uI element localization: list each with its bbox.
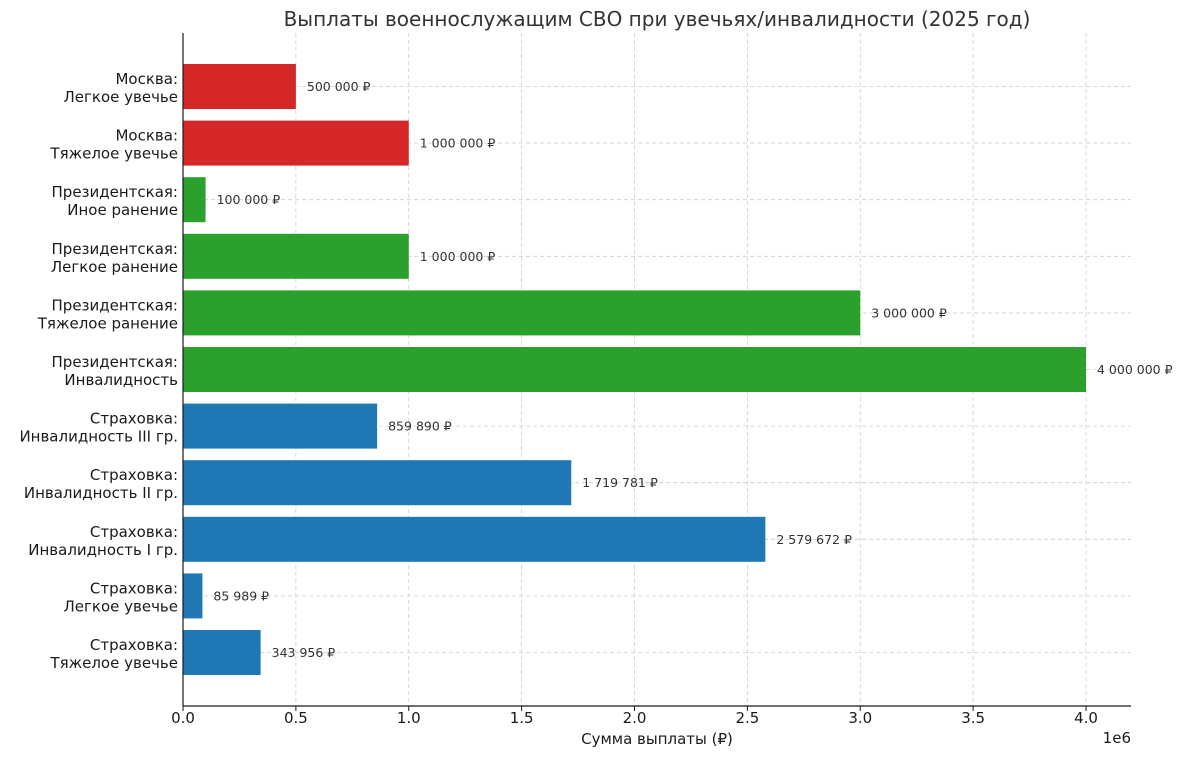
y-category-label-line2: Легкое увечье [64,88,179,106]
bar-value-label: 100 000 ₽ [217,192,281,207]
x-tick-label: 1.5 [510,709,534,727]
bar [183,347,1086,392]
bar [183,573,203,619]
x-tick-label: 1.0 [397,709,421,727]
y-category-label-line1: Президентская: [52,240,178,258]
bar [183,630,261,675]
y-category-label-line2: Инвалидность I гр. [28,541,178,559]
y-category-label-line2: Легкое ранение [51,258,178,276]
value-labels: 500 000 ₽ 1 000 000 ₽ 100 000 ₽ 1 000 000 ₽… [213,79,1172,660]
bar-value-label: 1 719 781 ₽ [582,475,658,490]
bar-value-label: 3 000 000 ₽ [871,305,947,320]
chart-title: Выплаты военнослужащим СВО при увечьях/и… [284,7,1031,31]
bar [183,120,409,166]
x-tick-label: 3.0 [848,709,872,727]
x-axis-ticks: 0.0 0.5 1.0 1.5 2.0 2.5 3.0 3.5 4.0 [171,706,1098,727]
bar-value-label: 343 956 ₽ [272,645,336,660]
y-category-label-line1: Президентская: [52,296,178,314]
y-category-label-line1: Страховка: [90,466,178,484]
bar-value-label: 859 890 ₽ [388,419,452,434]
y-category-label-line2: Инвалидность [64,371,178,389]
y-category-label-line1: Страховка: [90,410,178,428]
x-axis-label: Сумма выплаты (₽) [581,730,733,748]
bars [183,64,1086,675]
y-category-label-line1: Москва: [115,70,178,88]
bar-value-label: 1 000 000 ₽ [420,136,496,151]
bar-value-label: 500 000 ₽ [307,79,371,94]
y-category-label-line2: Тяжелое увечье [49,145,178,163]
x-axis-offset-text: 1e6 [1103,729,1131,747]
x-tick-label: 0.5 [284,709,308,727]
y-category-label-line2: Иное ранение [67,201,178,219]
y-category-label-line2: Тяжелое увечье [49,654,178,672]
bar-value-label: 2 579 672 ₽ [776,532,852,547]
y-category-label-line1: Страховка: [90,579,178,597]
x-tick-label: 0.0 [171,709,195,727]
y-category-label-line2: Инвалидность II гр. [24,484,178,502]
bar-value-label: 85 989 ₽ [213,588,269,603]
bar [183,64,296,109]
bar [183,516,766,562]
y-category-label-line1: Президентская: [52,353,178,371]
bar [183,177,206,223]
bar-value-label: 1 000 000 ₽ [420,249,496,264]
y-category-label-line2: Инвалидность III гр. [19,428,178,446]
y-category-label-line1: Москва: [115,127,178,145]
y-category-label-line1: Страховка: [90,636,178,654]
x-tick-label: 2.5 [735,709,759,727]
bar [183,403,378,449]
x-tick-label: 2.0 [623,709,647,727]
x-tick-label: 4.0 [1074,709,1098,727]
bar [183,460,572,506]
y-category-label-line1: Президентская: [52,183,178,201]
x-tick-label: 3.5 [961,709,985,727]
bar [183,290,861,336]
y-category-label-line2: Тяжелое ранение [37,314,178,332]
y-category-label-line2: Легкое увечье [64,597,179,615]
y-category-label-line1: Страховка: [90,523,178,541]
bar [183,233,409,279]
bar-value-label: 4 000 000 ₽ [1097,362,1173,377]
